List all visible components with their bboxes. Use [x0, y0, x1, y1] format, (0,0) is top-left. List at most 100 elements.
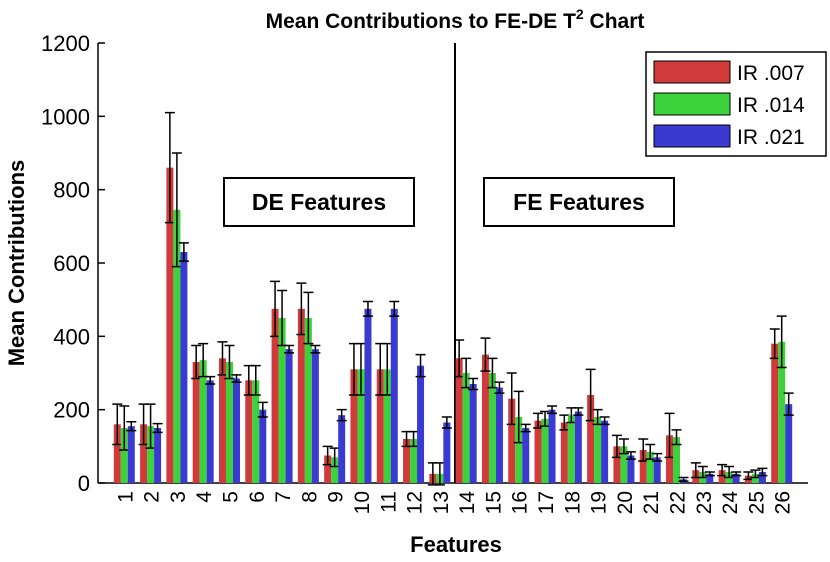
error-bar	[717, 463, 728, 477]
bar	[481, 354, 489, 483]
error-bar	[296, 282, 307, 336]
bar	[383, 369, 391, 483]
bar	[653, 457, 661, 483]
bar	[324, 455, 332, 483]
error-bar	[750, 469, 761, 479]
error-bar	[434, 462, 445, 486]
bar	[120, 428, 128, 483]
error-bar	[382, 342, 393, 396]
bar	[758, 472, 766, 483]
x-tick-label: 12	[404, 491, 427, 514]
bar	[462, 373, 470, 483]
x-tick-label: 4	[193, 491, 216, 503]
error-bar	[678, 476, 689, 482]
error-bar	[547, 405, 558, 415]
x-tick-label: 9	[325, 491, 348, 503]
error-bar	[585, 368, 596, 422]
x-tick-label: 5	[219, 491, 242, 503]
legend-swatch	[653, 60, 731, 84]
bar	[778, 341, 786, 483]
bar	[113, 424, 121, 483]
bar	[455, 358, 463, 483]
y-axis-label: Mean Contributions	[4, 160, 29, 367]
y-tick-label: 800	[53, 178, 90, 203]
bar	[245, 380, 253, 483]
error-bar	[257, 401, 268, 418]
error-bar	[441, 416, 452, 429]
x-tick-label: 22	[667, 491, 690, 514]
bar	[154, 428, 162, 483]
bar	[311, 349, 319, 483]
error-bar	[664, 412, 675, 459]
x-tick-label: 21	[640, 491, 663, 514]
error-bar	[270, 280, 281, 338]
x-tick-label: 15	[482, 491, 505, 514]
annotation: DE Features	[252, 189, 386, 215]
bar	[199, 360, 207, 483]
bar	[751, 473, 759, 483]
bar	[206, 380, 214, 483]
error-bar	[783, 392, 794, 416]
bar	[192, 362, 200, 483]
legend-label: IR .014	[737, 94, 805, 117]
error-bar	[697, 465, 708, 479]
x-tick-label: 26	[772, 491, 795, 514]
bar	[297, 308, 305, 483]
error-bar	[769, 328, 780, 360]
x-tick-label: 3	[167, 491, 190, 503]
bar	[166, 167, 174, 483]
error-bar	[480, 337, 491, 372]
x-tick-label: 17	[535, 491, 558, 514]
error-bar	[355, 342, 366, 396]
bar	[706, 473, 714, 483]
bar	[410, 439, 418, 483]
error-bar	[625, 451, 636, 460]
bar	[567, 415, 575, 483]
error-bar	[310, 344, 321, 354]
annotation-box	[223, 177, 415, 227]
error-bar	[231, 374, 242, 383]
bar	[515, 417, 523, 483]
bar	[548, 409, 556, 483]
x-tick-label: 8	[298, 491, 321, 503]
bar	[541, 418, 549, 483]
bar	[560, 422, 568, 483]
bar	[376, 369, 384, 483]
error-bar	[362, 300, 373, 317]
bar	[285, 349, 293, 483]
error-bar	[191, 344, 202, 380]
error-bar	[415, 353, 426, 378]
bar	[271, 308, 279, 483]
y-tick-label: 600	[53, 251, 90, 276]
error-bar	[205, 375, 216, 385]
bar	[443, 422, 451, 483]
bar	[771, 343, 779, 483]
error-bar	[513, 390, 524, 444]
bar	[147, 426, 155, 483]
bar	[417, 365, 425, 483]
error-bar	[329, 447, 340, 468]
x-axis-label: Features	[410, 532, 502, 557]
error-bar	[652, 452, 663, 462]
error-bar	[494, 381, 505, 394]
bar	[173, 209, 181, 484]
bar	[508, 398, 516, 483]
bar	[350, 369, 358, 483]
x-tick-label: 10	[351, 491, 374, 514]
bar	[390, 308, 398, 483]
error-bar	[757, 467, 768, 477]
x-tick-label: 24	[719, 491, 742, 515]
bar	[127, 426, 135, 483]
bar	[718, 470, 726, 483]
error-bar	[520, 423, 531, 433]
bar	[495, 387, 503, 483]
bar	[488, 373, 496, 483]
error-bar	[611, 434, 622, 459]
bar	[534, 420, 542, 483]
error-bar	[704, 471, 715, 477]
bar	[785, 404, 793, 483]
title-sup: 2	[576, 6, 584, 22]
y-tick-label: 1200	[41, 31, 90, 56]
error-bar	[112, 403, 123, 446]
title-main: Mean Contributions to FE-DE T	[266, 10, 576, 33]
